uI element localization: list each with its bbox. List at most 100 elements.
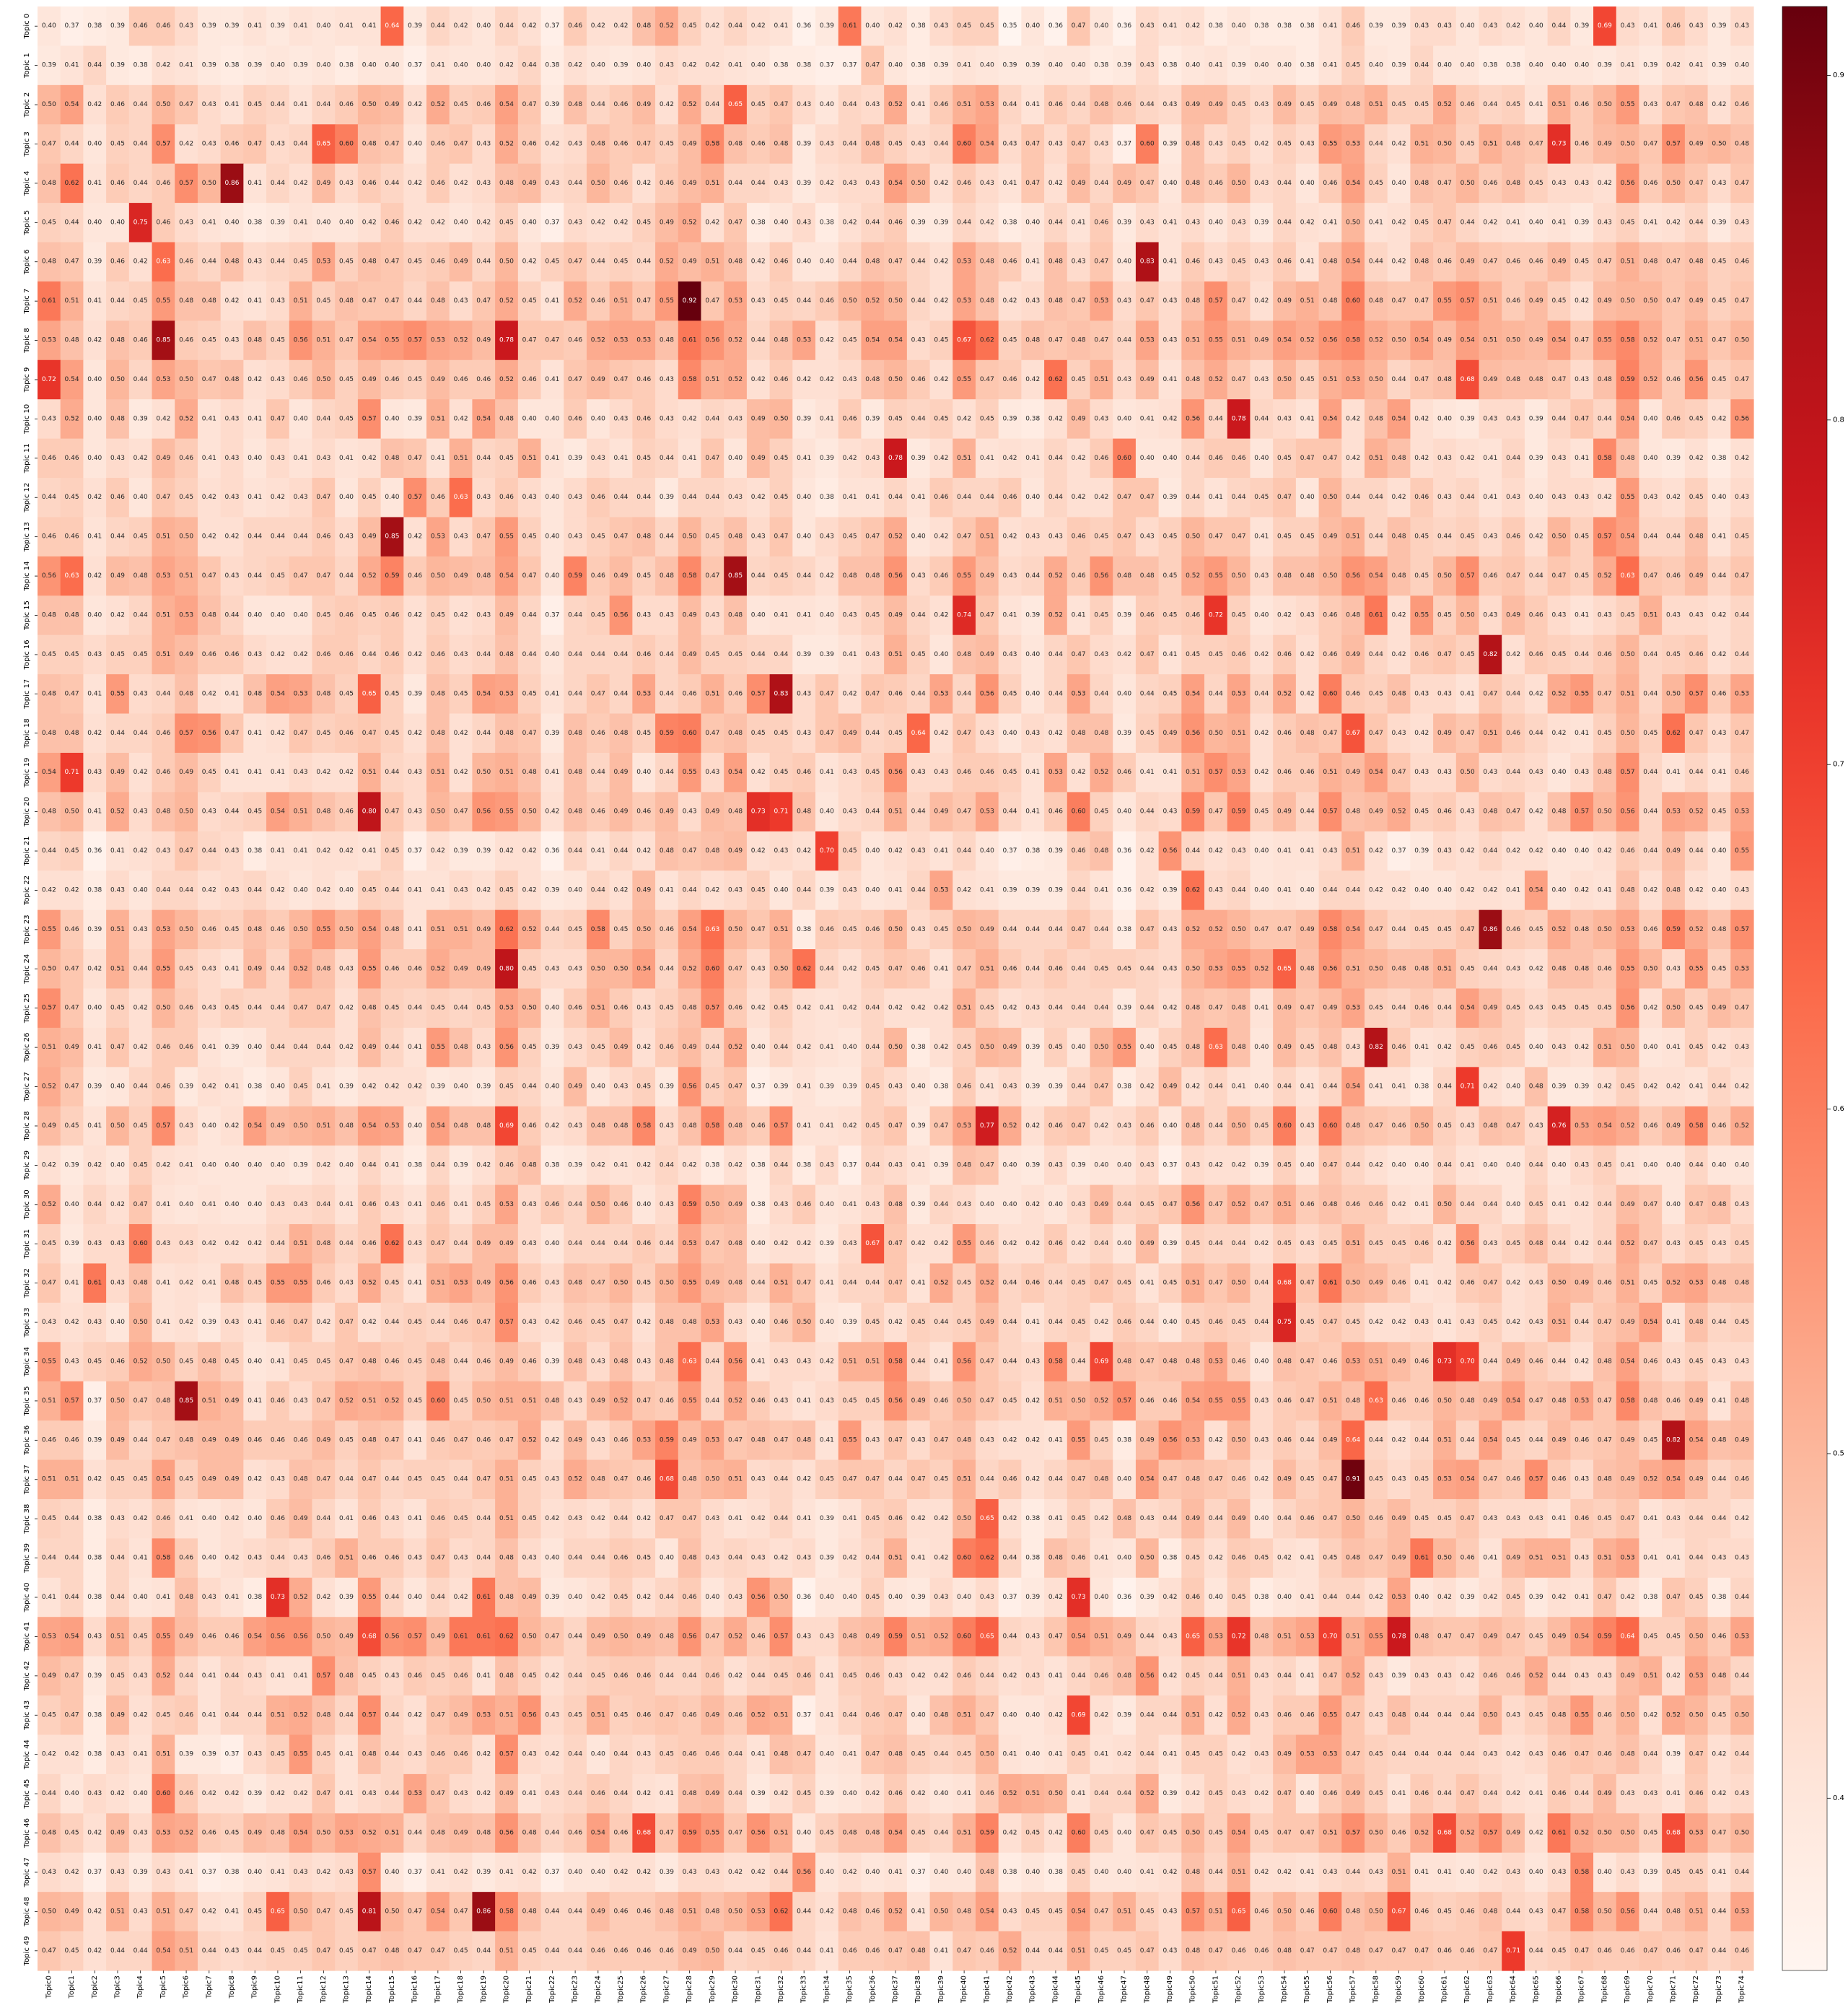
cell-value-label: 0.46 xyxy=(362,180,377,187)
cell-value-label: 0.63 xyxy=(454,494,468,501)
cell-value-label: 0.47 xyxy=(705,455,719,462)
cell-value-label: 0.43 xyxy=(1551,180,1566,187)
cell-value-label: 0.44 xyxy=(1048,651,1063,658)
cell-value-label: 0.46 xyxy=(431,651,445,658)
cell-value-label: 0.48 xyxy=(110,415,125,422)
cell-value-label: 0.41 xyxy=(1025,258,1040,266)
cell-value-label: 0.41 xyxy=(1643,219,1657,226)
cell-value-label: 0.38 xyxy=(1162,62,1177,69)
cell-value-label: 0.49 xyxy=(1598,140,1612,147)
cell-value-label: 0.43 xyxy=(1003,140,1017,147)
cell-value-label: 0.44 xyxy=(1277,219,1292,226)
cell-value-label: 0.43 xyxy=(1162,337,1177,344)
cell-value-label: 0.40 xyxy=(774,219,788,226)
cell-value-label: 0.45 xyxy=(1689,494,1704,501)
cell-value-label: 0.52 xyxy=(591,337,605,344)
heatmap-cell xyxy=(998,6,1022,47)
cell-value-label: 0.39 xyxy=(911,455,926,462)
cell-value-label: 0.39 xyxy=(1025,62,1040,69)
heatmap-cell xyxy=(1730,6,1754,47)
cell-value-label: 0.47 xyxy=(1666,297,1681,305)
cell-value-label: 0.46 xyxy=(1575,101,1589,108)
cell-value-label: 0.42 xyxy=(454,22,468,30)
cell-value-label: 0.46 xyxy=(294,376,308,383)
cell-value-label: 0.43 xyxy=(660,376,674,383)
cell-value-label: 0.41 xyxy=(1140,415,1155,422)
cell-value-label: 0.45 xyxy=(522,297,537,305)
cell-value-label: 0.53 xyxy=(156,572,170,580)
cell-value-label: 0.43 xyxy=(1551,612,1566,619)
cell-value-label: 0.44 xyxy=(1369,494,1383,501)
cell-value-label: 0.53 xyxy=(1140,337,1155,344)
cell-value-label: 0.78 xyxy=(1232,415,1246,422)
cell-value-label: 0.50 xyxy=(1621,140,1635,147)
cell-value-label: 0.43 xyxy=(1048,140,1063,147)
cell-value-label: 0.39 xyxy=(1643,62,1657,69)
cell-value-label: 0.42 xyxy=(683,62,697,69)
cell-value-label: 0.45 xyxy=(636,455,651,462)
cell-value-label: 0.39 xyxy=(224,22,239,30)
heatmap-cell xyxy=(1158,6,1182,47)
cell-value-label: 0.46 xyxy=(774,258,788,266)
heatmap-cell xyxy=(335,6,359,47)
cell-value-label: 0.43 xyxy=(1025,297,1040,305)
cell-value-label: 0.39 xyxy=(1003,415,1017,422)
cell-value-label: 0.46 xyxy=(179,337,193,344)
cell-value-label: 0.42 xyxy=(614,22,629,30)
cell-value-label: 0.44 xyxy=(294,140,308,147)
cell-value-label: 0.68 xyxy=(1461,376,1475,383)
cell-value-label: 0.50 xyxy=(1323,572,1337,580)
cell-value-label: 0.52 xyxy=(1300,337,1315,344)
cell-value-label: 0.45 xyxy=(110,140,125,147)
cell-value-label: 0.56 xyxy=(888,572,903,580)
heatmap-cell xyxy=(152,6,175,47)
cell-value-label: 0.42 xyxy=(156,415,170,422)
cell-value-label: 0.46 xyxy=(65,533,79,541)
cell-value-label: 0.47 xyxy=(865,62,880,69)
cell-value-label: 0.53 xyxy=(42,337,56,344)
cell-value-label: 0.43 xyxy=(934,22,948,30)
cell-value-label: 0.42 xyxy=(1712,101,1726,108)
cell-value-label: 0.47 xyxy=(1643,572,1657,580)
cell-value-label: 0.44 xyxy=(1072,101,1086,108)
cell-value-label: 0.40 xyxy=(1025,219,1040,226)
cell-value-label: 0.54 xyxy=(362,337,377,344)
cell-value-label: 0.46 xyxy=(614,140,629,147)
cell-value-label: 0.57 xyxy=(408,337,422,344)
heatmap-cell xyxy=(38,6,61,47)
cell-value-label: 0.47 xyxy=(636,140,651,147)
cell-value-label: 0.41 xyxy=(1072,612,1086,619)
cell-value-label: 0.42 xyxy=(87,337,102,344)
cell-value-label: 0.44 xyxy=(591,258,605,266)
cell-value-label: 0.48 xyxy=(1072,337,1086,344)
cell-value-label: 0.43 xyxy=(1300,140,1315,147)
cell-value-label: 0.51 xyxy=(888,651,903,658)
cell-value-label: 0.44 xyxy=(934,140,948,147)
cell-value-label: 0.46 xyxy=(614,180,629,187)
cell-value-label: 0.40 xyxy=(1529,494,1543,501)
cell-value-label: 0.43 xyxy=(1689,612,1704,619)
cell-value-label: 0.47 xyxy=(1072,22,1086,30)
cell-value-label: 0.50 xyxy=(1598,101,1612,108)
cell-value-label: 0.44 xyxy=(843,101,857,108)
cell-value-label: 0.41 xyxy=(1643,22,1657,30)
cell-value-label: 0.42 xyxy=(1575,297,1589,305)
cell-value-label: 0.50 xyxy=(42,101,56,108)
cell-value-label: 0.44 xyxy=(1735,612,1749,619)
heatmap-cell xyxy=(1250,6,1274,47)
cell-value-label: 0.45 xyxy=(1621,612,1635,619)
cell-value-label: 0.47 xyxy=(1643,140,1657,147)
cell-value-label: 0.54 xyxy=(499,572,514,580)
cell-value-label: 0.47 xyxy=(1140,180,1155,187)
cell-value-label: 0.43 xyxy=(1232,219,1246,226)
cell-value-label: 0.46 xyxy=(408,572,422,580)
cell-value-label: 0.49 xyxy=(980,651,994,658)
cell-value-label: 0.46 xyxy=(1072,572,1086,580)
cell-value-label: 0.49 xyxy=(1209,101,1223,108)
cell-value-label: 0.43 xyxy=(865,455,880,462)
cell-value-label: 0.42 xyxy=(1254,140,1269,147)
cell-value-label: 0.47 xyxy=(1323,455,1337,462)
cell-value-label: 0.54 xyxy=(1392,415,1406,422)
cell-value-label: 0.51 xyxy=(454,455,468,462)
cell-value-label: 0.41 xyxy=(339,22,354,30)
